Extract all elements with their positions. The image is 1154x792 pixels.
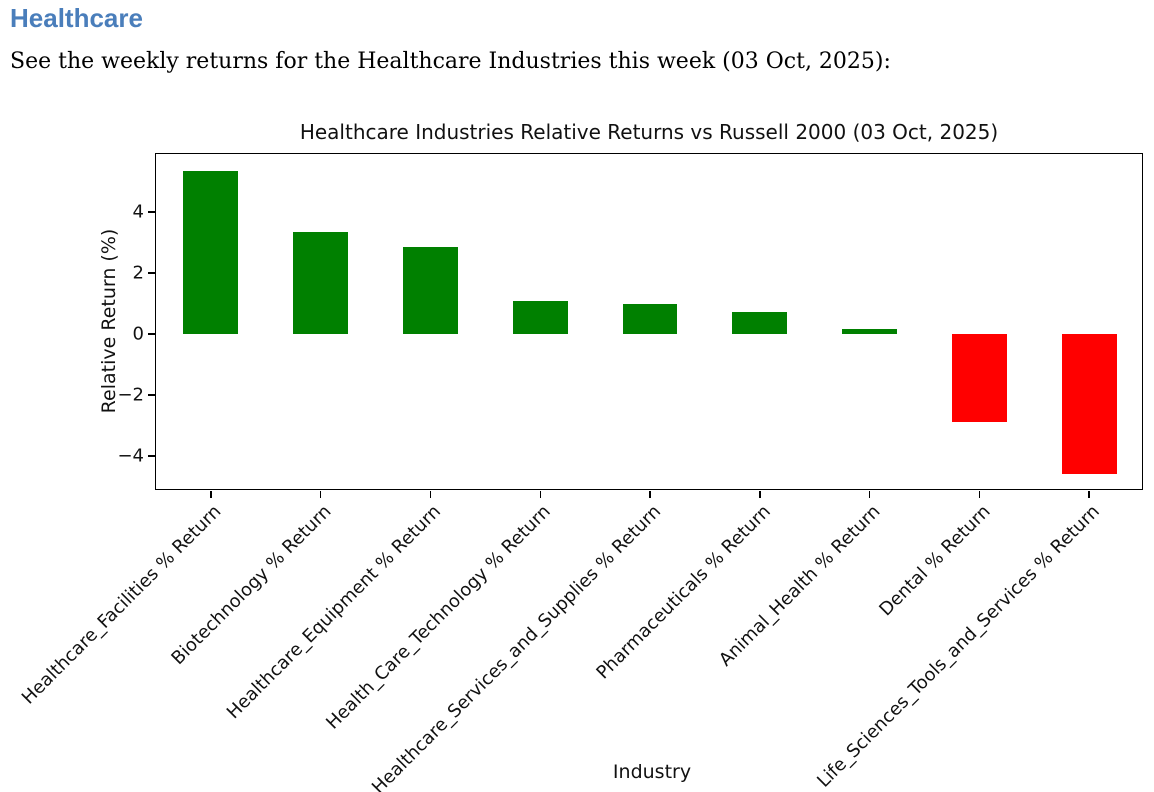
x-tick-mark [649, 491, 651, 498]
page-title: Healthcare [10, 3, 143, 33]
x-tick-label: Healthcare_Facilities % Return [18, 501, 226, 709]
x-tick-mark [429, 491, 432, 498]
bar [293, 231, 349, 334]
y-axis-label: Relative Return (%) [98, 228, 120, 414]
bar [842, 329, 897, 334]
x-tick-label: Healthcare_Equipment % Return [223, 501, 446, 724]
bar [403, 247, 458, 334]
bar [183, 170, 239, 334]
bar [1061, 333, 1117, 474]
y-tick-label: −2 [117, 384, 144, 406]
y-tick-mark [147, 272, 155, 274]
y-tick-label: 0 [132, 323, 144, 345]
x-axis-label: Industry [612, 761, 692, 783]
y-tick-mark [147, 333, 155, 335]
x-tick-label: Health_Care_Technology % Return [322, 501, 556, 734]
x-tick-mark [210, 491, 212, 498]
y-tick-label: 2 [132, 262, 144, 284]
x-tick-mark [1088, 491, 1090, 498]
x-tick-label: Pharmaceuticals % Return [592, 501, 775, 684]
bar [622, 304, 678, 334]
y-tick-mark [147, 211, 155, 213]
chart-title: Healthcare Industries Relative Returns v… [299, 120, 999, 144]
x-tick-mark [319, 491, 322, 498]
y-tick-label: 4 [132, 201, 144, 223]
bar [512, 301, 568, 334]
x-tick-mark [539, 491, 541, 498]
x-tick-mark [759, 491, 761, 498]
y-tick-mark [147, 394, 155, 396]
x-tick-label: Dental % Return [874, 501, 995, 621]
x-tick-mark [978, 491, 981, 498]
y-tick-label: −4 [117, 445, 144, 467]
bar [951, 333, 1007, 423]
x-tick-mark [868, 491, 871, 498]
plot-area: Healthcare_Facilities % Return Biotechnol… [18, 153, 1143, 792]
intro-text: See the weekly returns for the Healthcar… [10, 49, 891, 74]
y-tick-mark [147, 455, 155, 457]
bar [732, 312, 788, 334]
